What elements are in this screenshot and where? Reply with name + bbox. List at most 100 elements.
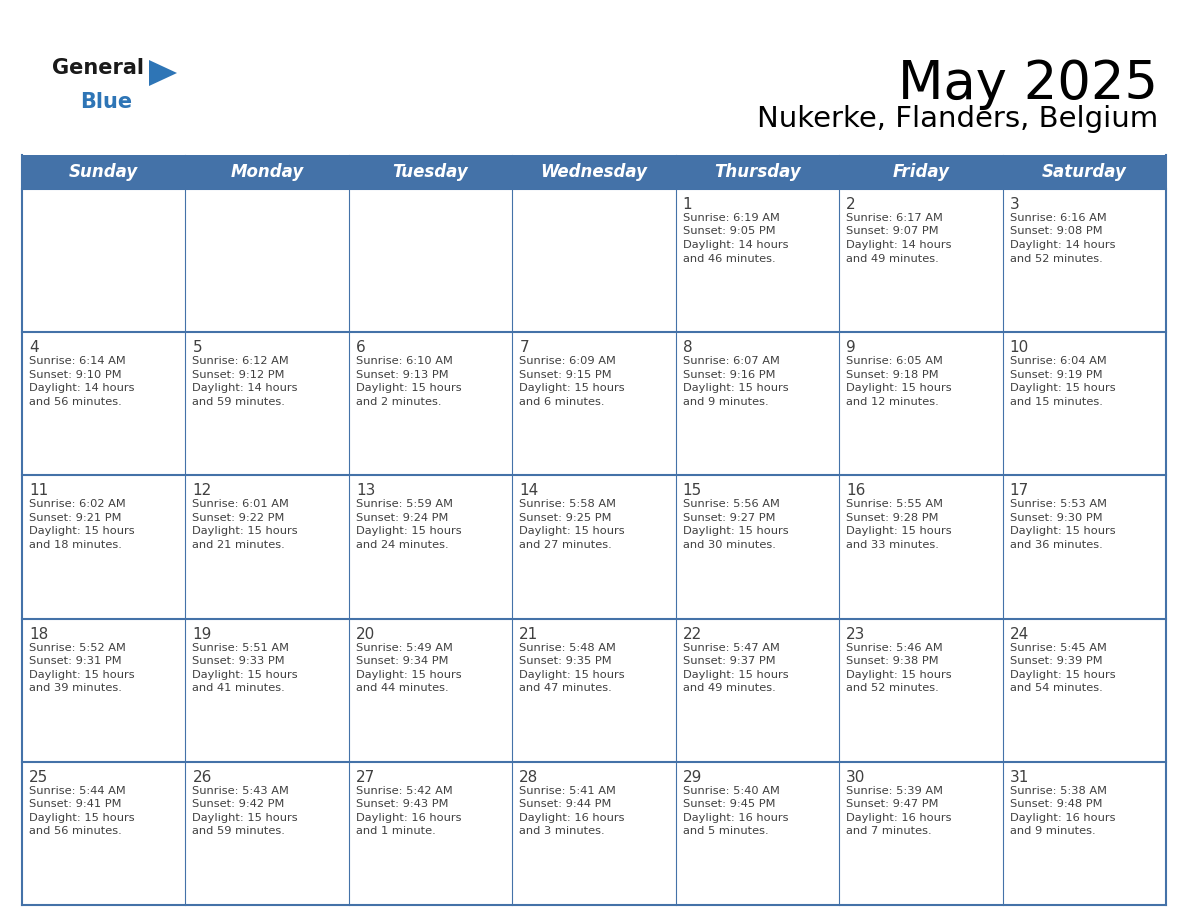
Text: Thursday: Thursday bbox=[714, 163, 801, 181]
Bar bbox=[23, 619, 185, 762]
Text: Sunset: 9:33 PM: Sunset: 9:33 PM bbox=[192, 656, 285, 666]
Text: 29: 29 bbox=[683, 770, 702, 785]
Text: Daylight: 14 hours: Daylight: 14 hours bbox=[846, 240, 952, 250]
Text: Sunrise: 5:55 AM: Sunrise: 5:55 AM bbox=[846, 499, 943, 509]
Text: Sunrise: 5:51 AM: Sunrise: 5:51 AM bbox=[192, 643, 290, 653]
Text: and 1 minute.: and 1 minute. bbox=[356, 826, 436, 836]
Text: 22: 22 bbox=[683, 627, 702, 642]
Text: Daylight: 15 hours: Daylight: 15 hours bbox=[192, 812, 298, 823]
Text: Daylight: 15 hours: Daylight: 15 hours bbox=[683, 526, 789, 536]
Text: and 9 minutes.: and 9 minutes. bbox=[683, 397, 769, 407]
Text: and 39 minutes.: and 39 minutes. bbox=[29, 683, 122, 693]
Bar bbox=[23, 476, 185, 619]
Text: Sunset: 9:07 PM: Sunset: 9:07 PM bbox=[846, 227, 939, 237]
Text: Sunrise: 6:05 AM: Sunrise: 6:05 AM bbox=[846, 356, 943, 366]
Text: Sunrise: 6:09 AM: Sunrise: 6:09 AM bbox=[519, 356, 617, 366]
Text: Sunset: 9:15 PM: Sunset: 9:15 PM bbox=[519, 370, 612, 380]
Text: Nukerke, Flanders, Belgium: Nukerke, Flanders, Belgium bbox=[757, 105, 1158, 133]
Text: Daylight: 15 hours: Daylight: 15 hours bbox=[519, 669, 625, 679]
Text: 8: 8 bbox=[683, 341, 693, 355]
Text: Daylight: 15 hours: Daylight: 15 hours bbox=[846, 526, 952, 536]
Bar bbox=[185, 619, 349, 762]
Text: Sunset: 9:13 PM: Sunset: 9:13 PM bbox=[356, 370, 449, 380]
Text: Daylight: 16 hours: Daylight: 16 hours bbox=[356, 812, 461, 823]
Text: and 49 minutes.: and 49 minutes. bbox=[683, 683, 776, 693]
Text: and 41 minutes.: and 41 minutes. bbox=[192, 683, 285, 693]
Text: 11: 11 bbox=[29, 484, 49, 498]
Text: Friday: Friday bbox=[892, 163, 949, 181]
Text: Daylight: 14 hours: Daylight: 14 hours bbox=[192, 383, 298, 393]
Text: and 6 minutes.: and 6 minutes. bbox=[519, 397, 605, 407]
Bar bbox=[1003, 189, 1165, 332]
Text: Sunrise: 6:14 AM: Sunrise: 6:14 AM bbox=[29, 356, 126, 366]
Text: and 44 minutes.: and 44 minutes. bbox=[356, 683, 449, 693]
Bar bbox=[839, 332, 1003, 476]
Bar bbox=[676, 332, 839, 476]
Text: Sunrise: 5:49 AM: Sunrise: 5:49 AM bbox=[356, 643, 453, 653]
Text: Sunset: 9:19 PM: Sunset: 9:19 PM bbox=[1010, 370, 1102, 380]
Text: 17: 17 bbox=[1010, 484, 1029, 498]
Text: Sunrise: 6:07 AM: Sunrise: 6:07 AM bbox=[683, 356, 779, 366]
Text: Sunset: 9:27 PM: Sunset: 9:27 PM bbox=[683, 513, 776, 523]
Text: Sunset: 9:35 PM: Sunset: 9:35 PM bbox=[519, 656, 612, 666]
Text: 18: 18 bbox=[29, 627, 49, 642]
Text: Blue: Blue bbox=[80, 92, 132, 112]
Text: 14: 14 bbox=[519, 484, 538, 498]
Text: Daylight: 15 hours: Daylight: 15 hours bbox=[519, 526, 625, 536]
Text: 16: 16 bbox=[846, 484, 866, 498]
Text: Sunrise: 5:46 AM: Sunrise: 5:46 AM bbox=[846, 643, 943, 653]
Text: and 24 minutes.: and 24 minutes. bbox=[356, 540, 449, 550]
Text: Daylight: 15 hours: Daylight: 15 hours bbox=[683, 669, 789, 679]
Text: Daylight: 14 hours: Daylight: 14 hours bbox=[29, 383, 134, 393]
Text: 6: 6 bbox=[356, 341, 366, 355]
Text: Daylight: 15 hours: Daylight: 15 hours bbox=[356, 383, 461, 393]
Text: Sunset: 9:22 PM: Sunset: 9:22 PM bbox=[192, 513, 285, 523]
Text: and 56 minutes.: and 56 minutes. bbox=[29, 397, 121, 407]
Text: 20: 20 bbox=[356, 627, 375, 642]
Text: 4: 4 bbox=[29, 341, 39, 355]
Text: 27: 27 bbox=[356, 770, 375, 785]
Text: Sunrise: 5:58 AM: Sunrise: 5:58 AM bbox=[519, 499, 617, 509]
Text: Daylight: 15 hours: Daylight: 15 hours bbox=[29, 812, 134, 823]
Bar bbox=[839, 762, 1003, 905]
Text: 13: 13 bbox=[356, 484, 375, 498]
Text: 28: 28 bbox=[519, 770, 538, 785]
Bar bbox=[512, 476, 676, 619]
Bar bbox=[349, 619, 512, 762]
Text: Sunset: 9:24 PM: Sunset: 9:24 PM bbox=[356, 513, 448, 523]
Text: Sunrise: 5:38 AM: Sunrise: 5:38 AM bbox=[1010, 786, 1106, 796]
Bar bbox=[839, 476, 1003, 619]
Text: and 52 minutes.: and 52 minutes. bbox=[1010, 253, 1102, 263]
Text: Sunrise: 5:48 AM: Sunrise: 5:48 AM bbox=[519, 643, 617, 653]
Text: and 46 minutes.: and 46 minutes. bbox=[683, 253, 776, 263]
Bar bbox=[1003, 476, 1165, 619]
Bar bbox=[23, 332, 185, 476]
Text: and 30 minutes.: and 30 minutes. bbox=[683, 540, 776, 550]
Text: Sunrise: 6:02 AM: Sunrise: 6:02 AM bbox=[29, 499, 126, 509]
Text: Daylight: 15 hours: Daylight: 15 hours bbox=[519, 383, 625, 393]
Text: Daylight: 15 hours: Daylight: 15 hours bbox=[192, 526, 298, 536]
Text: Sunset: 9:44 PM: Sunset: 9:44 PM bbox=[519, 800, 612, 810]
Text: and 7 minutes.: and 7 minutes. bbox=[846, 826, 931, 836]
Text: Daylight: 15 hours: Daylight: 15 hours bbox=[846, 383, 952, 393]
Text: Daylight: 15 hours: Daylight: 15 hours bbox=[1010, 383, 1116, 393]
Text: Daylight: 15 hours: Daylight: 15 hours bbox=[29, 669, 134, 679]
Text: Sunset: 9:45 PM: Sunset: 9:45 PM bbox=[683, 800, 776, 810]
Text: and 15 minutes.: and 15 minutes. bbox=[1010, 397, 1102, 407]
Text: 9: 9 bbox=[846, 341, 855, 355]
Bar bbox=[512, 762, 676, 905]
Text: Sunrise: 6:17 AM: Sunrise: 6:17 AM bbox=[846, 213, 943, 223]
Text: Sunset: 9:48 PM: Sunset: 9:48 PM bbox=[1010, 800, 1102, 810]
Text: Daylight: 14 hours: Daylight: 14 hours bbox=[683, 240, 788, 250]
Text: 25: 25 bbox=[29, 770, 49, 785]
Text: May 2025: May 2025 bbox=[898, 58, 1158, 110]
Bar bbox=[676, 476, 839, 619]
Bar bbox=[676, 619, 839, 762]
Text: and 27 minutes.: and 27 minutes. bbox=[519, 540, 612, 550]
Text: Sunset: 9:25 PM: Sunset: 9:25 PM bbox=[519, 513, 612, 523]
Text: and 5 minutes.: and 5 minutes. bbox=[683, 826, 769, 836]
Text: Sunset: 9:10 PM: Sunset: 9:10 PM bbox=[29, 370, 121, 380]
Bar bbox=[349, 189, 512, 332]
Text: Sunset: 9:39 PM: Sunset: 9:39 PM bbox=[1010, 656, 1102, 666]
Text: Sunrise: 5:45 AM: Sunrise: 5:45 AM bbox=[1010, 643, 1106, 653]
